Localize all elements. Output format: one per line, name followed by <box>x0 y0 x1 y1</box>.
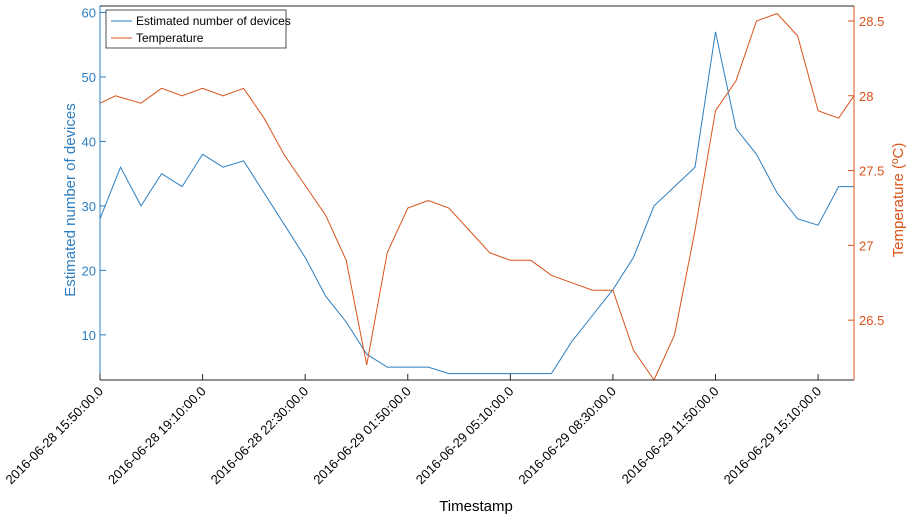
y-left-tick-label: 40 <box>82 134 96 149</box>
series-line-devices <box>99 31 854 375</box>
y-right-tick-label: 28 <box>859 89 873 104</box>
y-axis-left-title: Estimated number of devices <box>62 103 79 296</box>
y-right-tick-label: 27 <box>859 238 873 253</box>
x-tick-label: 2016-06-28 22:30:00.0 <box>208 384 312 488</box>
plot-area <box>100 6 854 380</box>
legend-label-devices: Estimated number of devices <box>136 14 291 28</box>
y-left-tick-label: 50 <box>82 70 96 85</box>
y-right-tick-label: 28.5 <box>859 14 884 29</box>
x-tick-label: 2016-06-28 15:50:00.0 <box>2 384 106 488</box>
x-tick-label: 2016-06-28 19:10:00.0 <box>105 384 209 488</box>
y-left-tick-label: 30 <box>82 199 96 214</box>
y-axis-right-title: Temperature (ºC) <box>890 143 907 258</box>
y-left-tick-label: 20 <box>82 263 96 278</box>
x-tick-label: 2016-06-29 08:30:00.0 <box>515 384 619 488</box>
y-right-tick-label: 27.5 <box>859 164 884 179</box>
y-right-tick-label: 26.5 <box>859 313 884 328</box>
x-tick-label: 2016-06-29 15:10:00.0 <box>721 384 825 488</box>
legend-label-temperature: Temperature <box>136 31 204 45</box>
x-tick-label: 2016-06-29 11:50:00.0 <box>619 384 722 487</box>
plot-background <box>100 6 854 380</box>
x-tick-label: 2016-06-29 01:50:00.0 <box>310 384 414 488</box>
y-left-tick-label: 10 <box>82 328 96 343</box>
x-tick-label: 2016-06-29 05:10:00.0 <box>413 384 517 488</box>
x-axis-title: Timestamp <box>439 498 513 515</box>
legend: Estimated number of devices Temperature <box>105 9 291 49</box>
y-left-tick-label: 60 <box>82 5 96 20</box>
series-layer <box>99 12 855 382</box>
series-line-temperature <box>99 12 855 382</box>
legend-box <box>105 9 287 49</box>
